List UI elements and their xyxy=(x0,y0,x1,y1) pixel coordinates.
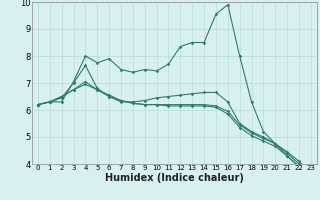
X-axis label: Humidex (Indice chaleur): Humidex (Indice chaleur) xyxy=(105,173,244,183)
